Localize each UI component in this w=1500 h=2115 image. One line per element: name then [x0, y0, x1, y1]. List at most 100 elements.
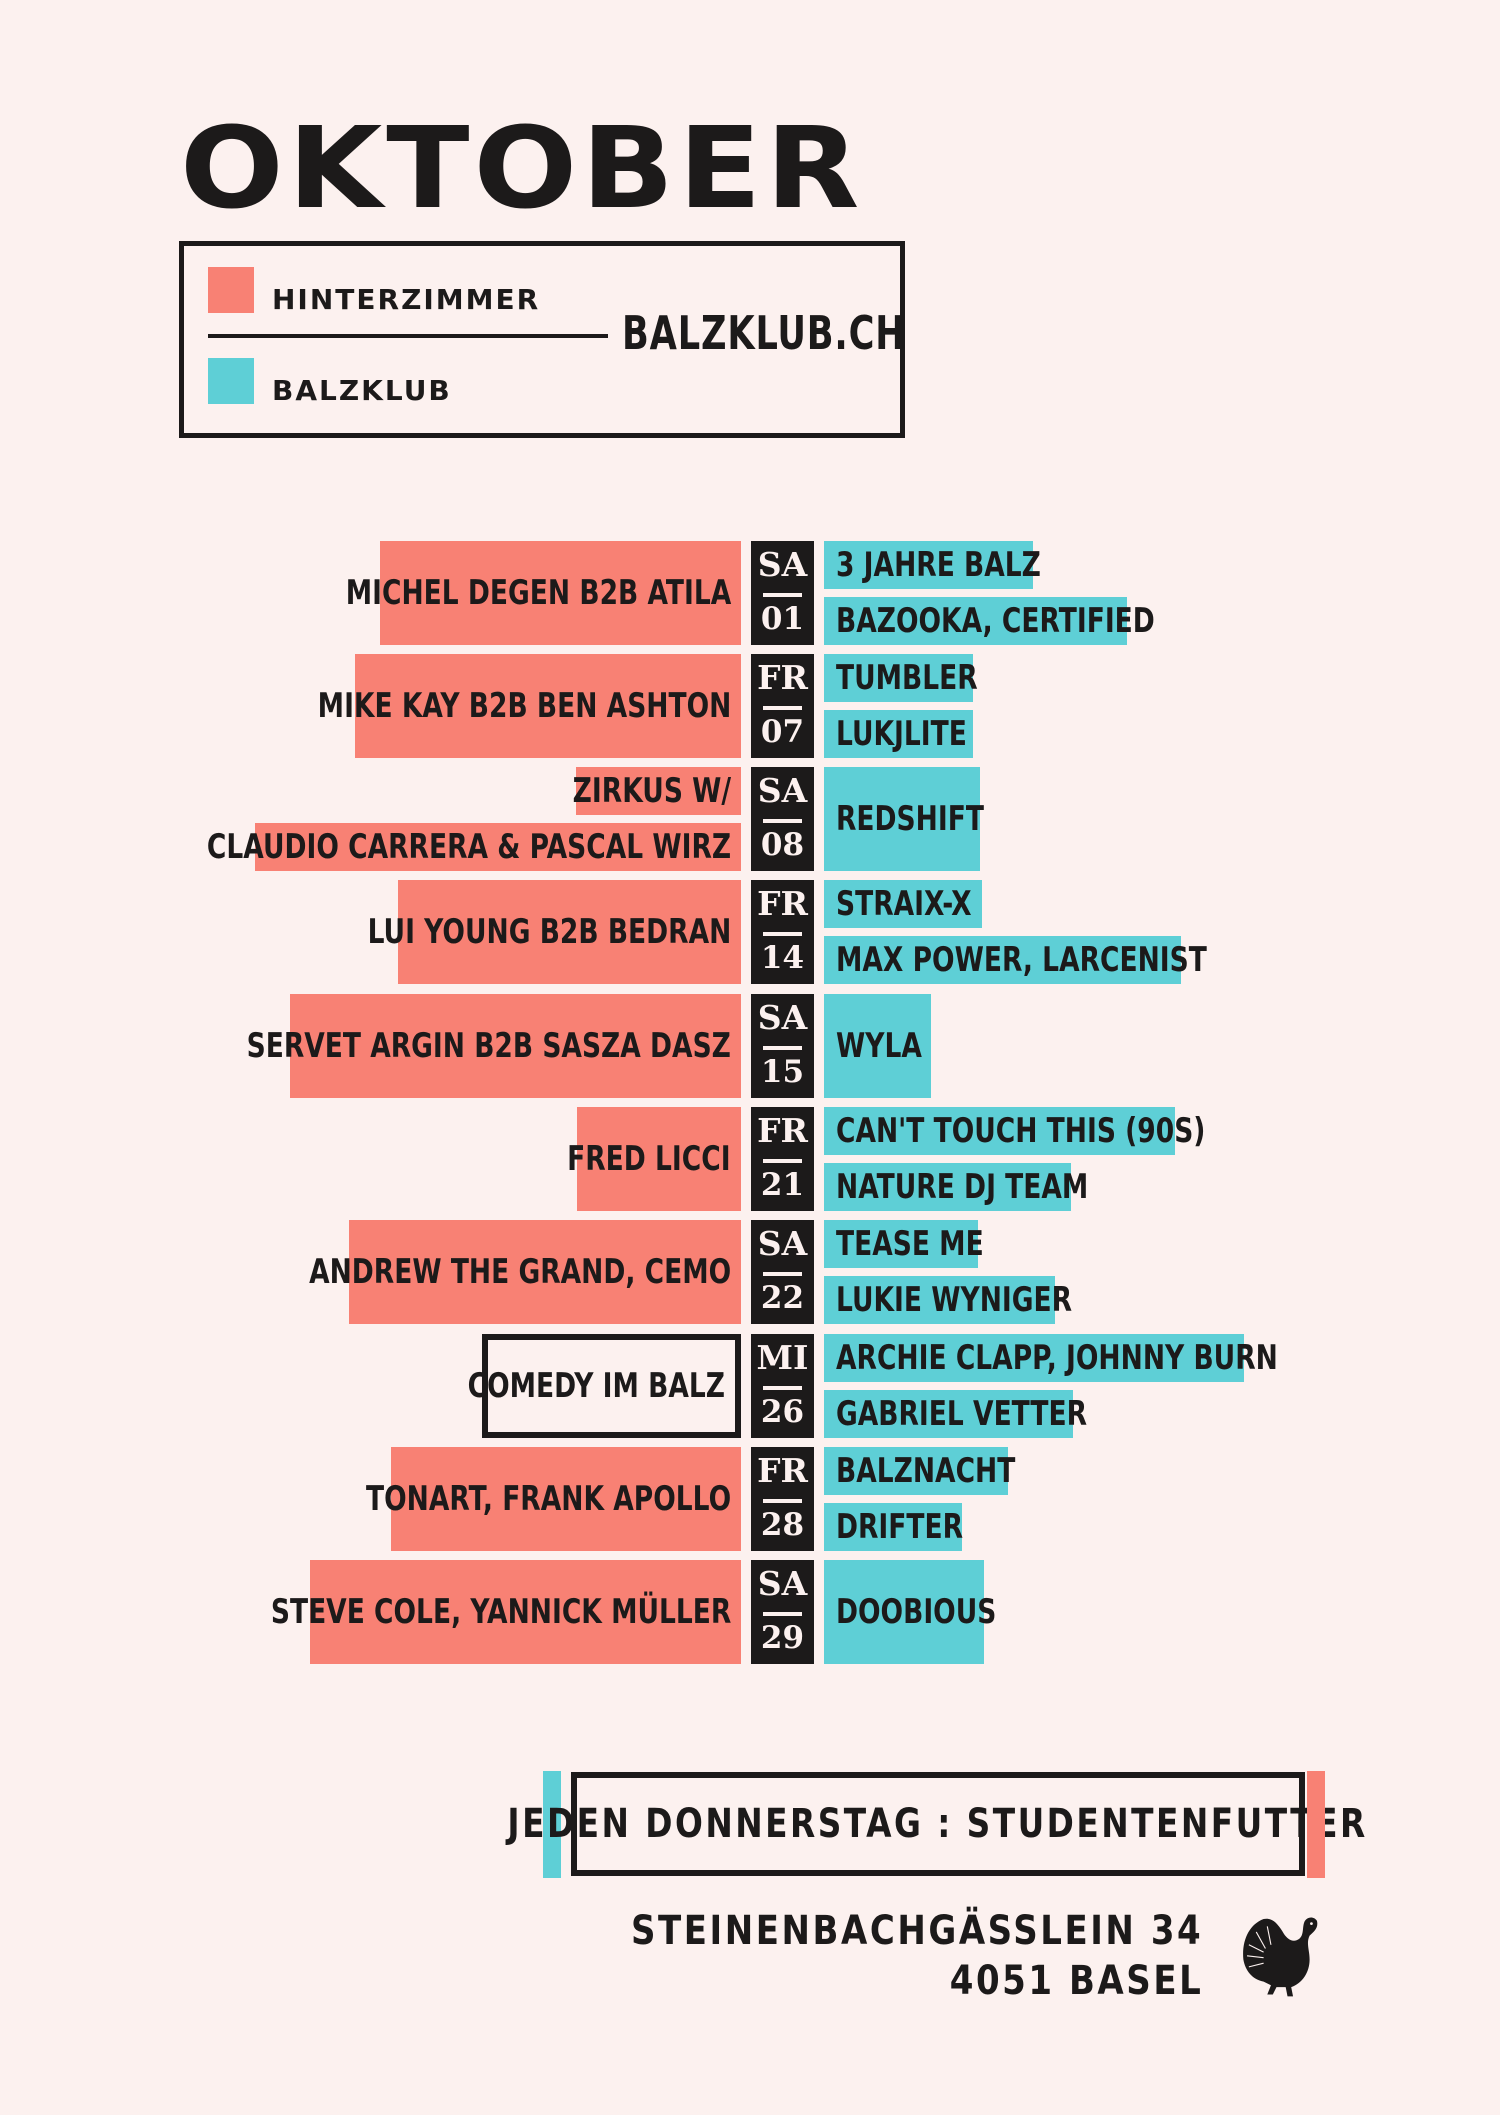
- date-badge: FR 21: [751, 1107, 814, 1211]
- weekly-event-text: JEDEN DONNERSTAG : STUDENTENFUTTER: [507, 1801, 1369, 1847]
- event-row: ZIRKUS W/ CLAUDIO CARRERA & PASCAL WIRZ …: [0, 767, 1500, 871]
- event-title: SERVET ARGIN B2B SASZA DASZ: [246, 1026, 731, 1066]
- balzklub-event: DRIFTER: [824, 1503, 964, 1551]
- hinterzimmer-event: LUI YOUNG B2B BEDRAN: [367, 880, 741, 984]
- event-title: STEVE COLE, YANNICK MÜLLER: [270, 1592, 731, 1632]
- event-row: SERVET ARGIN B2B SASZA DASZ SA 15 WYLA: [0, 994, 1500, 1098]
- event-title: TONART, FRANK APOLLO: [365, 1479, 731, 1519]
- date-badge: FR 07: [751, 654, 814, 758]
- weekday: SA: [757, 1224, 808, 1263]
- event-title: MIKE KAY B2B BEN ASHTON: [317, 686, 731, 726]
- weekday: FR: [757, 884, 808, 923]
- address-city: 4051 BASEL: [949, 1958, 1203, 2004]
- balzklub-event: STRAIX-X: [824, 880, 982, 928]
- date-badge: SA 15: [751, 994, 814, 1098]
- balzklub-swatch: [208, 358, 254, 404]
- balzklub-event: REDSHIFT: [824, 767, 984, 871]
- hinterzimmer-event: STEVE COLE, YANNICK MÜLLER: [271, 1560, 741, 1664]
- event-title: LUI YOUNG B2B BEDRAN: [367, 912, 731, 952]
- day-number: 07: [760, 714, 805, 750]
- event-row: STEVE COLE, YANNICK MÜLLER SA 29 DOOBIOUS: [0, 1560, 1500, 1664]
- event-row: FRED LICCI FR 21 CAN'T TOUCH THIS (90S) N…: [0, 1107, 1500, 1211]
- address-street: STEINENBACHGÄSSLEIN 34: [630, 1908, 1203, 1954]
- event-title: COMEDY IM BALZ: [467, 1366, 725, 1406]
- weekday: SA: [757, 771, 808, 810]
- hinterzimmer-event: TONART, FRANK APOLLO: [366, 1447, 741, 1551]
- weekday: SA: [757, 998, 808, 1037]
- weekday: FR: [757, 1111, 808, 1150]
- event-title: MICHEL DEGEN B2B ATILA: [345, 573, 731, 613]
- event-row: TONART, FRANK APOLLO FR 28 BALZNACHT DRIF…: [0, 1447, 1500, 1551]
- weekday: FR: [757, 658, 808, 697]
- event-title: DOOBIOUS: [836, 1592, 997, 1632]
- event-row: ANDREW THE GRAND, CEMO SA 22 TEASE ME LUK…: [0, 1220, 1500, 1324]
- weekday: MI: [756, 1338, 809, 1377]
- balzklub-event: CAN'T TOUCH THIS (90S): [824, 1107, 1205, 1155]
- event-title: 3 JAHRE BALZ: [836, 545, 1041, 585]
- balzklub-event: LUKJLITE: [824, 710, 973, 758]
- hinterzimmer-event: SERVET ARGIN B2B SASZA DASZ: [247, 994, 741, 1098]
- weekday: SA: [757, 545, 808, 584]
- event-title: ANDREW THE GRAND, CEMO: [308, 1252, 731, 1292]
- event-row: MICHEL DEGEN B2B ATILA SA 01 3 JAHRE BALZ…: [0, 541, 1500, 645]
- hinterzimmer-event: CLAUDIO CARRERA & PASCAL WIRZ: [207, 823, 741, 871]
- event-row: LUI YOUNG B2B BEDRAN FR 14 STRAIX-X MAX P…: [0, 880, 1500, 984]
- event-title: ARCHIE CLAPP, JOHNNY BURN: [836, 1338, 1278, 1378]
- legend-label-hinterzimmer: HINTERZIMMER: [272, 283, 541, 316]
- weekday: FR: [757, 1451, 808, 1490]
- weekly-event-box: JEDEN DONNERSTAG : STUDENTENFUTTER: [508, 1772, 1366, 1876]
- date-badge: SA 22: [751, 1220, 814, 1324]
- event-title: BAZOOKA, CERTIFIED: [836, 601, 1155, 641]
- hinterzimmer-event: ANDREW THE GRAND, CEMO: [309, 1220, 741, 1324]
- day-number: 01: [760, 601, 805, 637]
- event-title: WYLA: [836, 1026, 922, 1066]
- event-title: BALZNACHT: [836, 1451, 1016, 1491]
- day-number: 15: [760, 1054, 805, 1090]
- day-number: 28: [760, 1507, 805, 1543]
- event-title: LUKJLITE: [836, 714, 967, 754]
- day-number: 08: [760, 827, 805, 863]
- balzklub-event: GABRIEL VETTER: [824, 1390, 1087, 1438]
- capercaillie-bird-icon: [1243, 1917, 1318, 1997]
- balzklub-event: ARCHIE CLAPP, JOHNNY BURN: [824, 1334, 1278, 1382]
- hinterzimmer-swatch: [208, 267, 254, 313]
- event-row: MIKE KAY B2B BEN ASHTON FR 07 TUMBLER LUK…: [0, 654, 1500, 758]
- balzklub-event: 3 JAHRE BALZ: [824, 541, 1041, 589]
- event-title: STRAIX-X: [836, 884, 972, 924]
- balzklub-accent-bar: [543, 1771, 561, 1878]
- event-title: REDSHIFT: [836, 799, 984, 839]
- special-event-comedy: COMEDY IM BALZ: [468, 1334, 741, 1438]
- date-badge: FR 28: [751, 1447, 814, 1551]
- date-badge: SA 08: [751, 767, 814, 871]
- legend-box: [179, 241, 905, 438]
- page-title: OKTOBER: [180, 102, 864, 234]
- hinterzimmer-event: MICHEL DEGEN B2B ATILA: [345, 541, 741, 645]
- balzklub-event: TUMBLER: [824, 654, 978, 702]
- event-title: MAX POWER, LARCENIST: [836, 940, 1207, 980]
- event-title: TEASE ME: [836, 1224, 984, 1264]
- day-number: 21: [760, 1167, 805, 1203]
- day-number: 14: [760, 940, 805, 976]
- day-number: 26: [760, 1394, 805, 1430]
- event-title: LUKIE WYNIGER: [836, 1280, 1073, 1320]
- weekday: SA: [757, 1564, 808, 1603]
- date-badge: SA 01: [751, 541, 814, 645]
- balzklub-event: WYLA: [824, 994, 931, 1098]
- event-title: DRIFTER: [836, 1507, 964, 1547]
- balzklub-event: DOOBIOUS: [824, 1560, 996, 1664]
- event-title: FRED LICCI: [567, 1139, 731, 1179]
- event-title: CAN'T TOUCH THIS (90S): [836, 1111, 1206, 1151]
- hinterzimmer-event: ZIRKUS W/: [572, 767, 741, 815]
- hinterzimmer-accent-bar: [1307, 1771, 1325, 1878]
- balzklub-event: NATURE DJ TEAM: [824, 1163, 1088, 1211]
- event-title: TUMBLER: [836, 658, 978, 698]
- balzklub-event: BAZOOKA, CERTIFIED: [824, 597, 1155, 645]
- hinterzimmer-event: FRED LICCI: [568, 1107, 741, 1211]
- event-row: COMEDY IM BALZ MI 26 ARCHIE CLAPP, JOHNNY…: [0, 1334, 1500, 1438]
- event-title: CLAUDIO CARRERA & PASCAL WIRZ: [206, 827, 731, 867]
- date-badge: SA 29: [751, 1560, 814, 1664]
- hinterzimmer-event: MIKE KAY B2B BEN ASHTON: [317, 654, 741, 758]
- website-link[interactable]: BALZKLUB.CH: [622, 306, 906, 360]
- event-title: ZIRKUS W/: [572, 771, 731, 811]
- balzklub-event: BALZNACHT: [824, 1447, 1015, 1495]
